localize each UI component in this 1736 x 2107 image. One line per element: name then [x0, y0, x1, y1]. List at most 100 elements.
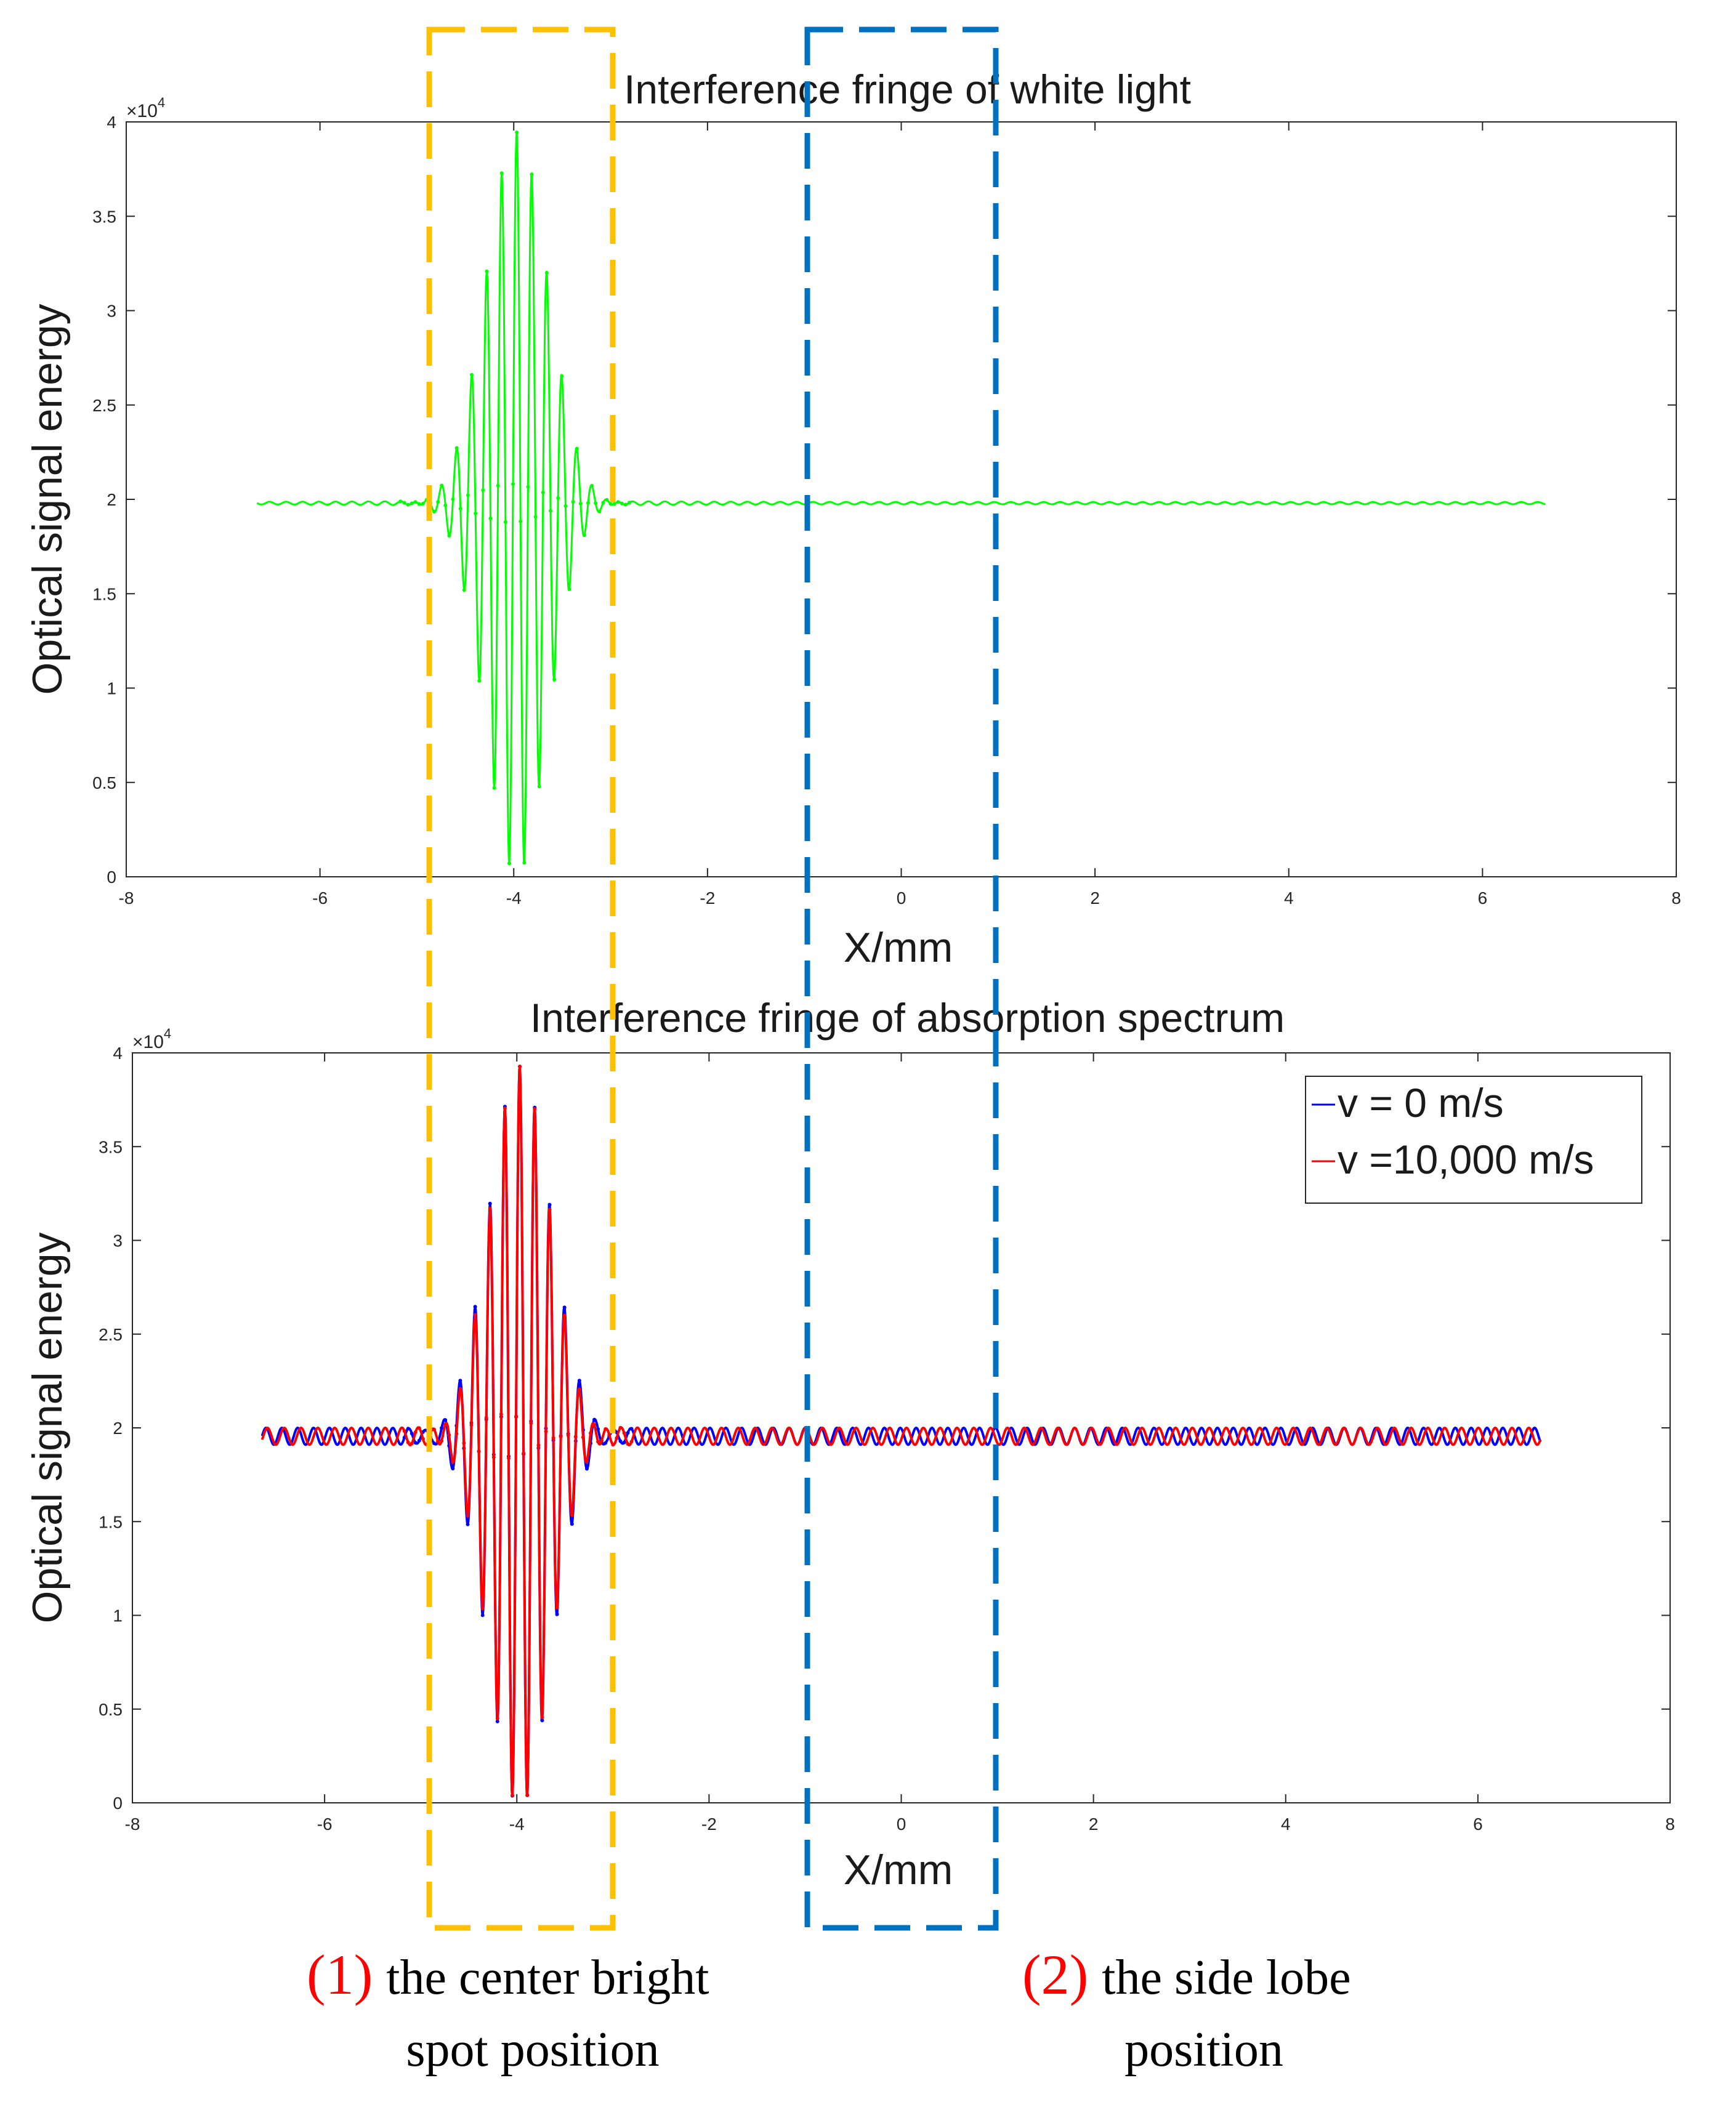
- x-tick-label: 2: [1090, 888, 1100, 908]
- series-sample-point: [540, 1715, 544, 1720]
- series-sample-point: [503, 1106, 507, 1110]
- series-sample-point: [629, 1427, 634, 1431]
- series-sample-point: [417, 502, 421, 506]
- caption-2-text: the side lobe: [1102, 1951, 1350, 2005]
- series-sample-point: [451, 1460, 455, 1464]
- series-sample-point: [454, 1432, 459, 1436]
- series-sample-point: [629, 1440, 634, 1444]
- x-tick-label: 2: [1089, 1815, 1099, 1834]
- series-sample-point: [470, 373, 474, 377]
- series-sample-point: [481, 488, 485, 493]
- series-sample-point: [454, 446, 459, 450]
- y-axis-label: Optical signal energy: [24, 1232, 71, 1623]
- series-sample-point: [555, 1612, 559, 1616]
- series-sample-point: [458, 507, 462, 511]
- series-sample-point: [549, 509, 552, 513]
- caption-1-line-2: spot position: [406, 2023, 659, 2077]
- series-sample-point: [443, 1422, 448, 1427]
- series-sample-point: [622, 1440, 626, 1444]
- series-sample-point: [537, 784, 541, 789]
- y-tick-label: 3.5: [92, 207, 116, 226]
- series-sample-point: [522, 1451, 526, 1456]
- series-sample-point: [406, 1440, 410, 1444]
- series-sample-point: [519, 519, 523, 523]
- x-tick-label: 4: [1284, 888, 1294, 908]
- series-sample-point: [515, 131, 519, 134]
- series-sample-point: [514, 1414, 519, 1419]
- series-sample-point: [440, 1426, 444, 1430]
- series-sample-point: [410, 501, 414, 506]
- x-tick-label: 8: [1671, 888, 1681, 908]
- series-sample-point: [484, 1416, 488, 1420]
- series-sample-point: [491, 1455, 496, 1459]
- chart-title: Interference fringe of white light: [624, 66, 1191, 112]
- y-exponent-power: 4: [164, 1026, 171, 1041]
- series-sample-point: [451, 497, 455, 501]
- y-tick-label: 0.5: [99, 1700, 123, 1719]
- series-sample-point: [592, 1417, 597, 1422]
- series-sample-point: [596, 1427, 600, 1432]
- series-sample-point: [597, 509, 602, 514]
- x-tick-label: -8: [125, 1815, 140, 1834]
- y-tick-label: 2: [113, 1419, 123, 1438]
- series-sample-point: [577, 1379, 581, 1383]
- series-sample-point: [511, 482, 515, 486]
- series-sample-point: [555, 1605, 559, 1609]
- series-sample-point: [626, 1431, 630, 1435]
- series-sample-point: [462, 1441, 466, 1445]
- series-sample-point: [594, 501, 598, 506]
- x-tick-label: 0: [897, 1815, 906, 1834]
- series-sample-point: [544, 1429, 548, 1433]
- series-sample-point: [518, 1065, 522, 1069]
- series-sample-point: [571, 499, 575, 504]
- legend-entry: v = 0 m/s: [1338, 1080, 1504, 1126]
- series-sample-point: [608, 502, 613, 506]
- series-sample-point: [529, 1421, 533, 1425]
- series-sample-point: [507, 861, 511, 866]
- y-tick-label: 2: [107, 490, 116, 509]
- caption-2-line-2: position: [1124, 2023, 1283, 2077]
- series-sample-point: [615, 1436, 619, 1440]
- series-sample-point: [413, 1441, 418, 1445]
- series-sample-point: [503, 520, 507, 524]
- series-sample-point: [488, 1207, 492, 1211]
- caption-2-line-1: (2) the side lobe: [1022, 1943, 1351, 2006]
- series-sample-point: [612, 502, 616, 506]
- caption-1-text: the center bright: [386, 1951, 709, 2005]
- series-sample-point: [410, 1432, 414, 1436]
- series-sample-point: [447, 1433, 451, 1437]
- series-sample-point: [547, 1203, 552, 1207]
- series-sample-point: [417, 1426, 421, 1430]
- series-sample-point: [551, 1436, 555, 1440]
- series-sample-point: [600, 1438, 604, 1443]
- series-sample-point: [570, 1522, 574, 1526]
- series-sample-point: [563, 504, 568, 508]
- y-tick-label: 2.5: [99, 1325, 123, 1344]
- series-sample-point: [525, 1793, 530, 1797]
- y-tick-label: 2.5: [92, 396, 116, 415]
- series-sample-point: [552, 677, 557, 682]
- series-sample-point: [562, 1313, 567, 1318]
- series-sample-point: [581, 1435, 585, 1440]
- caption-1-line-1: (1) the center bright: [307, 1943, 709, 2006]
- series-sample-point: [616, 500, 620, 504]
- x-tick-label: -6: [317, 1815, 333, 1834]
- series-sample-point: [477, 679, 482, 683]
- series-sample-point: [402, 501, 406, 505]
- series-sample-point: [628, 501, 631, 505]
- caption-1-number: (1): [307, 1943, 373, 2006]
- x-tick-label: -4: [506, 888, 522, 908]
- series-sample-point: [413, 1430, 418, 1434]
- y-tick-label: 4: [107, 113, 116, 132]
- side-lobe-box: [804, 26, 999, 1931]
- y-tick-label: 1.5: [99, 1512, 123, 1531]
- series-sample-point: [582, 533, 586, 538]
- series-sample-point: [526, 485, 530, 489]
- series-sample-point: [466, 493, 470, 498]
- x-axis-label: X/mm: [844, 924, 953, 971]
- series-sample-point: [530, 172, 534, 177]
- series-sample-point: [590, 483, 594, 488]
- series-sample-point: [499, 171, 504, 175]
- x-tick-label: 0: [897, 888, 906, 908]
- series-sample-point: [604, 1427, 608, 1431]
